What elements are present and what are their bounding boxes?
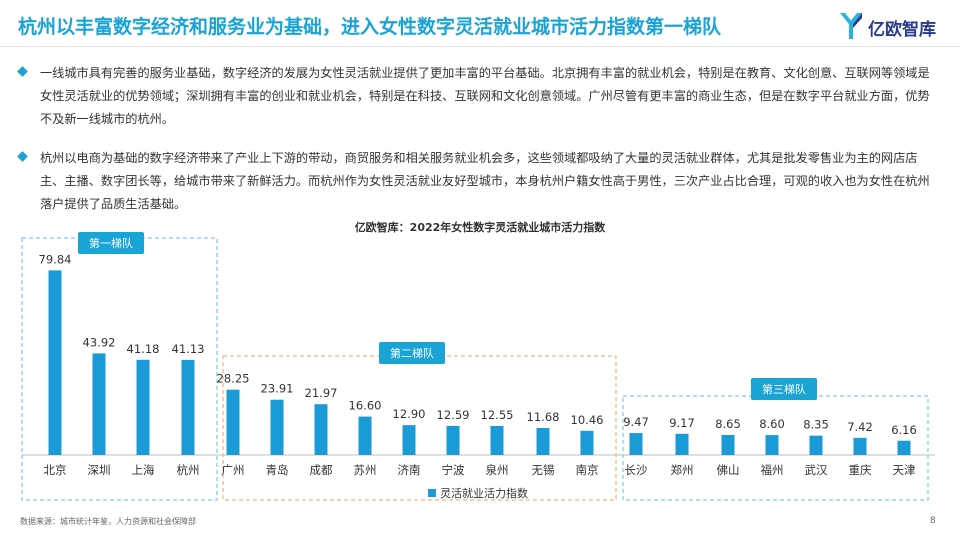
- bar-天津: [897, 440, 911, 455]
- data-label: 10.46: [571, 413, 604, 427]
- chart-title: 亿欧智库：2022年女性数字灵活就业城市活力指数: [355, 220, 607, 234]
- data-label: 41.13: [172, 342, 205, 356]
- data-label: 28.25: [217, 372, 250, 386]
- data-label: 12.90: [393, 407, 426, 421]
- data-label: 11.68: [527, 410, 560, 424]
- tier-badge: [78, 232, 144, 254]
- x-tick-label: 宁波: [442, 463, 465, 477]
- data-label: 8.35: [803, 418, 829, 432]
- x-tick-label: 南京: [576, 463, 599, 477]
- logo-text: 亿欧智库: [868, 20, 936, 40]
- bar-长沙: [629, 433, 643, 455]
- bar-宁波: [446, 425, 460, 455]
- bar-无锡: [536, 427, 550, 455]
- bar-武汉: [809, 435, 823, 455]
- x-tick-label: 佛山: [717, 463, 740, 477]
- data-label: 9.47: [623, 415, 649, 429]
- x-tick-label: 上海: [132, 463, 155, 477]
- legend: 灵活就业活力指数: [428, 486, 528, 500]
- bars: 79.84 北京 43.92 深圳 41.18 上海 41.13 杭州 28.25 广州 23.91…: [39, 252, 917, 477]
- x-tick-label: 北京: [44, 463, 67, 477]
- brand-logo: 亿欧智库: [838, 9, 948, 43]
- x-tick-label: 广州: [222, 463, 245, 477]
- x-tick-label: 郑州: [671, 463, 694, 477]
- x-tick-label: 青岛: [266, 463, 289, 477]
- page-title: 杭州以丰富数字经济和服务业为基础，进入女性数字灵活就业城市活力指数第一梯队: [18, 16, 722, 38]
- bar-佛山: [721, 434, 735, 455]
- x-tick-label: 长沙: [625, 463, 648, 477]
- bar-青岛: [270, 399, 284, 455]
- bar-济南: [402, 425, 416, 455]
- tier-badge: [379, 342, 445, 364]
- bar-苏州: [358, 416, 372, 455]
- data-label: 8.60: [759, 417, 785, 431]
- data-label: 6.16: [891, 423, 917, 437]
- bar-泉州: [490, 425, 504, 455]
- data-label: 12.55: [481, 408, 514, 422]
- x-tick-label: 苏州: [354, 463, 377, 477]
- tier-box: [21, 237, 218, 501]
- bar-成都: [314, 404, 328, 455]
- bar-广州: [226, 389, 240, 455]
- x-tick-label: 重庆: [849, 463, 872, 477]
- x-tick-label: 泉州: [486, 463, 509, 477]
- tier-label: 第三梯队: [762, 382, 806, 396]
- bar-上海: [136, 359, 150, 455]
- diamond-bullet-icon: [17, 66, 28, 77]
- data-label: 8.65: [715, 417, 741, 431]
- x-tick-label: 天津: [893, 463, 916, 477]
- diamond-bullet-icon: [17, 151, 28, 162]
- x-tick-label: 济南: [398, 463, 421, 477]
- bullet-paragraph-1: 一线城市具有完善的服务业基础，数字经济的发展为女性灵活就业提供了更加丰富的平台基…: [17, 62, 938, 131]
- data-label: 23.91: [261, 382, 294, 396]
- data-label: 43.92: [83, 335, 116, 349]
- data-label: 79.84: [39, 252, 72, 266]
- tier-label: 第一梯队: [89, 236, 133, 250]
- bar-杭州: [181, 359, 195, 455]
- x-tick-label: 成都: [310, 463, 333, 477]
- tier-label: 第二梯队: [390, 346, 434, 360]
- data-source-note: 数据来源：城市统计年鉴，人力资源和社会保障部: [20, 517, 196, 526]
- bar-南京: [580, 430, 594, 455]
- tier-badge: [751, 378, 817, 400]
- tier-box: [622, 395, 929, 501]
- data-label: 7.42: [847, 420, 873, 434]
- legend-swatch: [428, 489, 436, 497]
- x-tick-label: 深圳: [88, 463, 111, 477]
- x-tick-label: 武汉: [805, 463, 828, 477]
- bar-深圳: [92, 353, 106, 455]
- logo-icon: [840, 13, 862, 39]
- x-tick-label: 杭州: [177, 463, 200, 477]
- data-label: 12.59: [437, 408, 470, 422]
- bar-重庆: [853, 437, 867, 455]
- bar-北京: [48, 270, 62, 455]
- x-tick-label: 福州: [761, 463, 784, 477]
- legend-label: 灵活就业活力指数: [440, 486, 528, 500]
- data-label: 16.60: [349, 399, 382, 413]
- bar-福州: [765, 435, 779, 455]
- data-label: 21.97: [305, 386, 338, 400]
- data-label: 9.17: [669, 416, 695, 430]
- page-number: 8: [930, 516, 936, 526]
- bullet-paragraph-2: 杭州以电商为基础的数字经济带来了产业上下游的带动，商贸服务和相关服务就业机会多，…: [17, 147, 938, 216]
- title-divider: [0, 46, 960, 47]
- bar-郑州: [675, 433, 689, 455]
- data-label: 41.18: [127, 342, 160, 356]
- paragraph-text: 杭州以电商为基础的数字经济带来了产业上下游的带动，商贸服务和相关服务就业机会多，…: [40, 151, 930, 211]
- paragraph-text: 一线城市具有完善的服务业基础，数字经济的发展为女性灵活就业提供了更加丰富的平台基…: [40, 66, 930, 126]
- x-tick-label: 无锡: [532, 463, 555, 477]
